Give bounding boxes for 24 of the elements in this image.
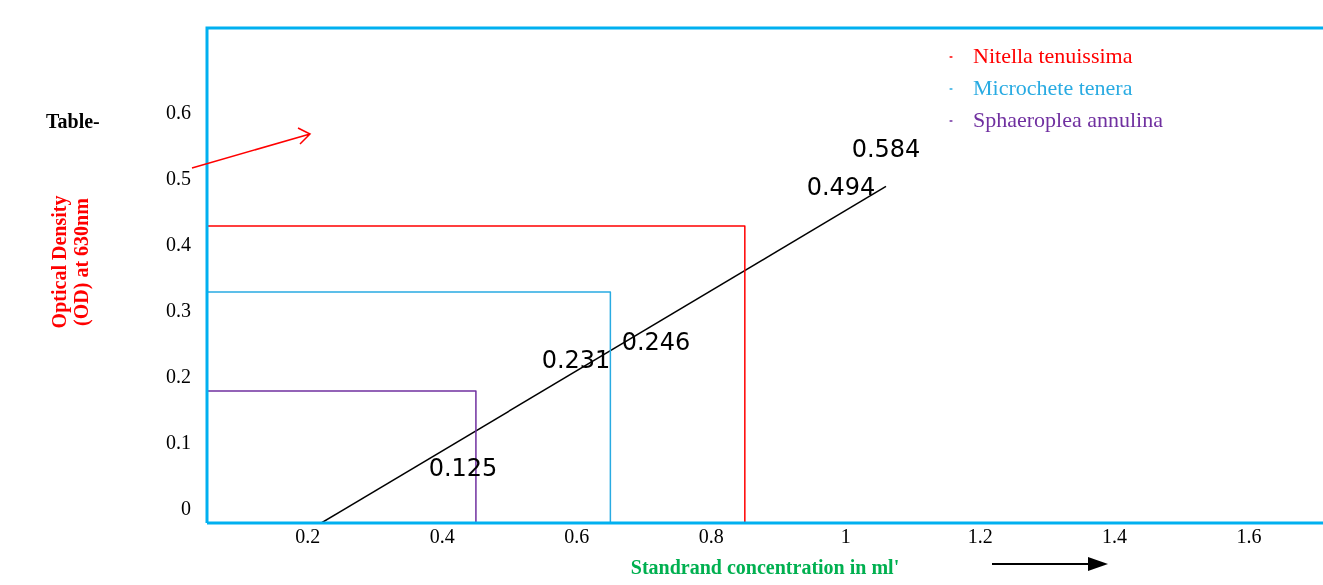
x-tick-label: 1.6 bbox=[1236, 525, 1262, 548]
y-tick-label: 0.5 bbox=[166, 167, 191, 190]
y-tick-label: 0.6 bbox=[166, 101, 191, 124]
y-tick-label: 0 bbox=[181, 497, 191, 520]
annotation: 0.494 bbox=[806, 173, 876, 202]
x-axis-title: Standrand concentration in ml' bbox=[630, 556, 900, 579]
y-tick-label: 0.1 bbox=[166, 431, 191, 454]
x-tick-label: 0.2 bbox=[295, 525, 321, 548]
y-tick-label: 0.4 bbox=[166, 233, 191, 256]
x-tick-label: 1.2 bbox=[967, 525, 993, 548]
x-tick-label: 1.4 bbox=[1102, 525, 1128, 548]
legend-label: Sphaeroplea annulina bbox=[973, 106, 1164, 132]
y-tick-label: 0.3 bbox=[166, 299, 191, 322]
text: Table- bbox=[46, 110, 100, 133]
x-tick-label: 0.8 bbox=[698, 525, 724, 548]
x-tick-label: 0.4 bbox=[429, 525, 455, 548]
annotation: 0.584 bbox=[851, 135, 921, 164]
x-tick-label: 0.6 bbox=[564, 525, 590, 548]
y-axis-title: Optical Density (OD) at 630nm bbox=[48, 194, 92, 331]
y-tick-label: 0.2 bbox=[166, 365, 191, 388]
x-tick-label: 1 bbox=[840, 525, 851, 548]
legend-label: Nitella tenuissima bbox=[973, 42, 1133, 68]
annotation: 0.246 bbox=[621, 328, 691, 357]
legend-label: Microchete tenera bbox=[973, 74, 1133, 100]
